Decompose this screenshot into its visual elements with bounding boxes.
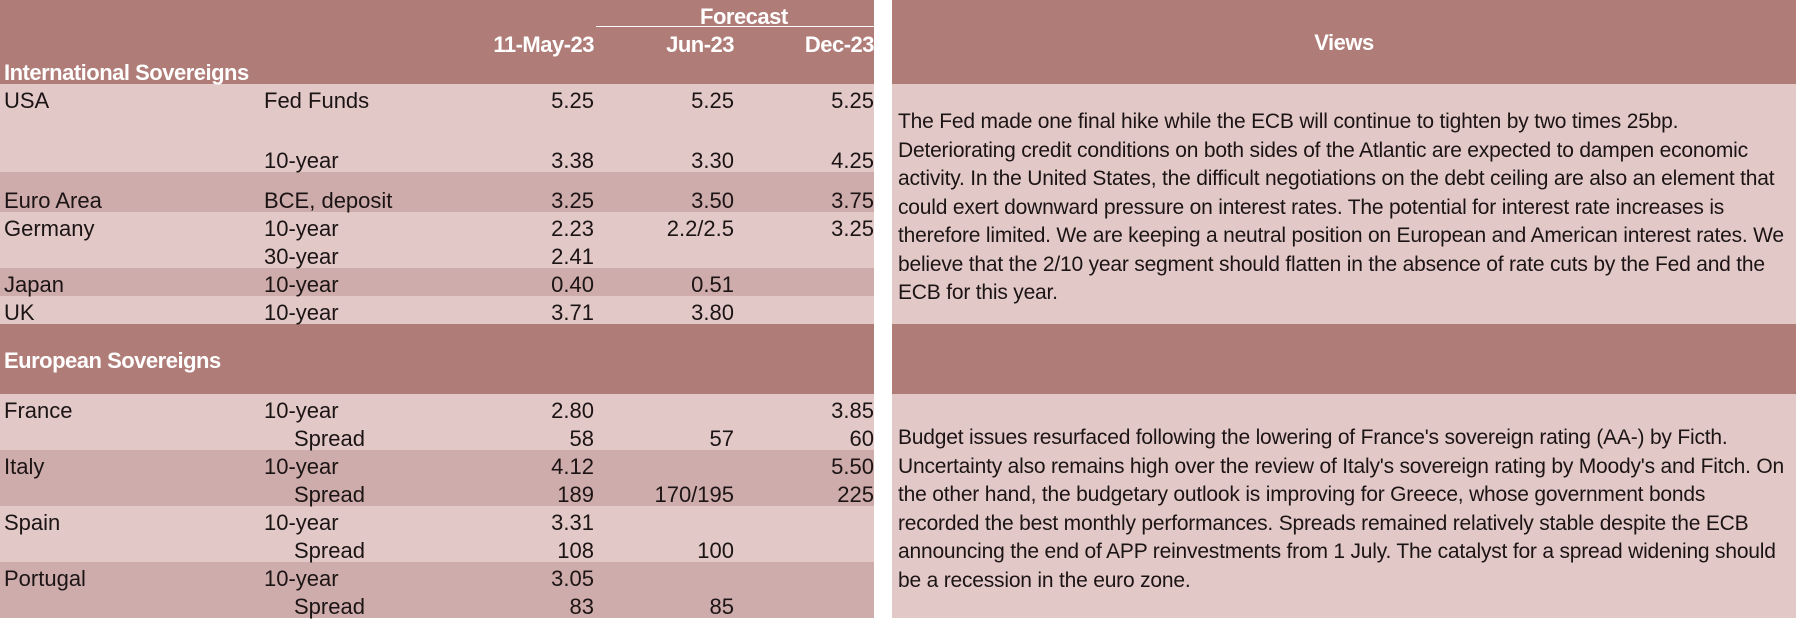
row-forecast-jun: 3.50 [691, 188, 734, 213]
row-forecast-dec: 4.25 [831, 148, 874, 173]
row-country: Portugal [4, 566, 86, 591]
row-forecast-dec: 3.75 [831, 188, 874, 213]
col-forecast-dec: Dec-23 [804, 32, 875, 57]
section-band-european [0, 324, 874, 394]
band-germany [0, 212, 874, 268]
band-france [0, 394, 874, 450]
row-forecast-jun: 2.2/2.5 [666, 216, 734, 241]
row-instrument: 10-year [264, 148, 339, 173]
row-current: 5.25 [551, 88, 594, 113]
row-forecast-jun: 3.80 [691, 300, 734, 325]
row-current: 3.38 [551, 148, 594, 173]
row-forecast-jun: 0.51 [691, 272, 734, 297]
row-instrument: Spread [294, 482, 365, 507]
band-japan [0, 268, 874, 296]
views-international-band [892, 84, 1796, 324]
band-uk [0, 296, 874, 324]
row-current: 3.05 [551, 566, 594, 591]
section-label-european: European Sovereigns [4, 348, 221, 373]
row-current: 3.71 [551, 300, 594, 325]
row-forecast-dec: 225 [837, 482, 874, 507]
row-current: 83 [569, 594, 594, 619]
row-forecast-jun: 5.25 [691, 88, 734, 113]
row-current: 2.23 [551, 216, 594, 241]
row-instrument: 10-year [264, 510, 339, 535]
row-forecast-jun: 57 [709, 426, 734, 451]
forecast-divider [596, 26, 874, 27]
row-instrument: 10-year [264, 566, 339, 591]
views-section-band [892, 324, 1796, 394]
row-forecast-dec: 60 [849, 426, 874, 451]
row-country: Spain [4, 510, 61, 535]
row-instrument: Spread [294, 594, 365, 619]
views-header-band [892, 0, 1796, 84]
row-instrument: Spread [294, 426, 365, 451]
rates-table: Forecast 11-May-23 Jun-23 Dec-23 Interna… [0, 0, 875, 620]
row-country: UK [4, 300, 35, 325]
row-forecast-jun: 3.30 [691, 148, 734, 173]
row-country: Euro Area [4, 188, 102, 213]
row-country: Italy [4, 454, 45, 479]
row-instrument: 10-year [264, 216, 339, 241]
band-usa [0, 84, 874, 172]
table-header-band [0, 0, 874, 84]
row-country: France [4, 398, 73, 423]
row-current: 108 [557, 538, 594, 563]
row-forecast-dec: 5.50 [831, 454, 874, 479]
views-european-band [892, 394, 1796, 618]
col-forecast-jun: Jun-23 [666, 32, 734, 57]
row-current: 3.25 [551, 188, 594, 213]
row-instrument: Spread [294, 538, 365, 563]
band-italy [0, 450, 874, 506]
row-forecast-jun: 100 [697, 538, 734, 563]
row-instrument: Fed Funds [264, 88, 370, 113]
row-country: Japan [4, 272, 64, 297]
row-country: USA [4, 88, 50, 113]
views-panel: Views The Fed made one final hike while … [892, 0, 1796, 620]
row-instrument: 10-year [264, 272, 339, 297]
row-current: 2.41 [551, 244, 594, 269]
row-current: 2.80 [551, 398, 594, 423]
row-current: 58 [569, 426, 594, 451]
forecast-label: Forecast [700, 4, 788, 29]
section-label-international: International Sovereigns [4, 60, 249, 85]
row-current: 3.31 [551, 510, 594, 535]
row-instrument: BCE, deposit [264, 188, 393, 213]
views-title: Views [1314, 30, 1374, 55]
band-spain [0, 506, 874, 562]
col-current-date: 11-May-23 [493, 32, 594, 57]
row-current: 0.40 [551, 272, 594, 297]
row-forecast-jun: 85 [709, 594, 734, 619]
row-instrument: 10-year [264, 454, 339, 479]
row-instrument: 10-year [264, 300, 339, 325]
row-forecast-jun: 170/195 [654, 482, 734, 507]
row-forecast-dec: 3.25 [831, 216, 874, 241]
row-current: 189 [557, 482, 594, 507]
row-current: 4.12 [551, 454, 594, 479]
view-european-text: Budget issues resurfaced following the l… [898, 426, 1785, 592]
row-instrument: 10-year [264, 398, 339, 423]
row-country: Germany [4, 216, 95, 241]
view-international-text: The Fed made one final hike while the EC… [898, 110, 1784, 304]
row-forecast-dec: 5.25 [831, 88, 874, 113]
row-instrument: 30-year [264, 244, 339, 269]
row-forecast-dec: 3.85 [831, 398, 874, 423]
band-euro-area [0, 172, 874, 212]
band-portugal [0, 562, 874, 618]
